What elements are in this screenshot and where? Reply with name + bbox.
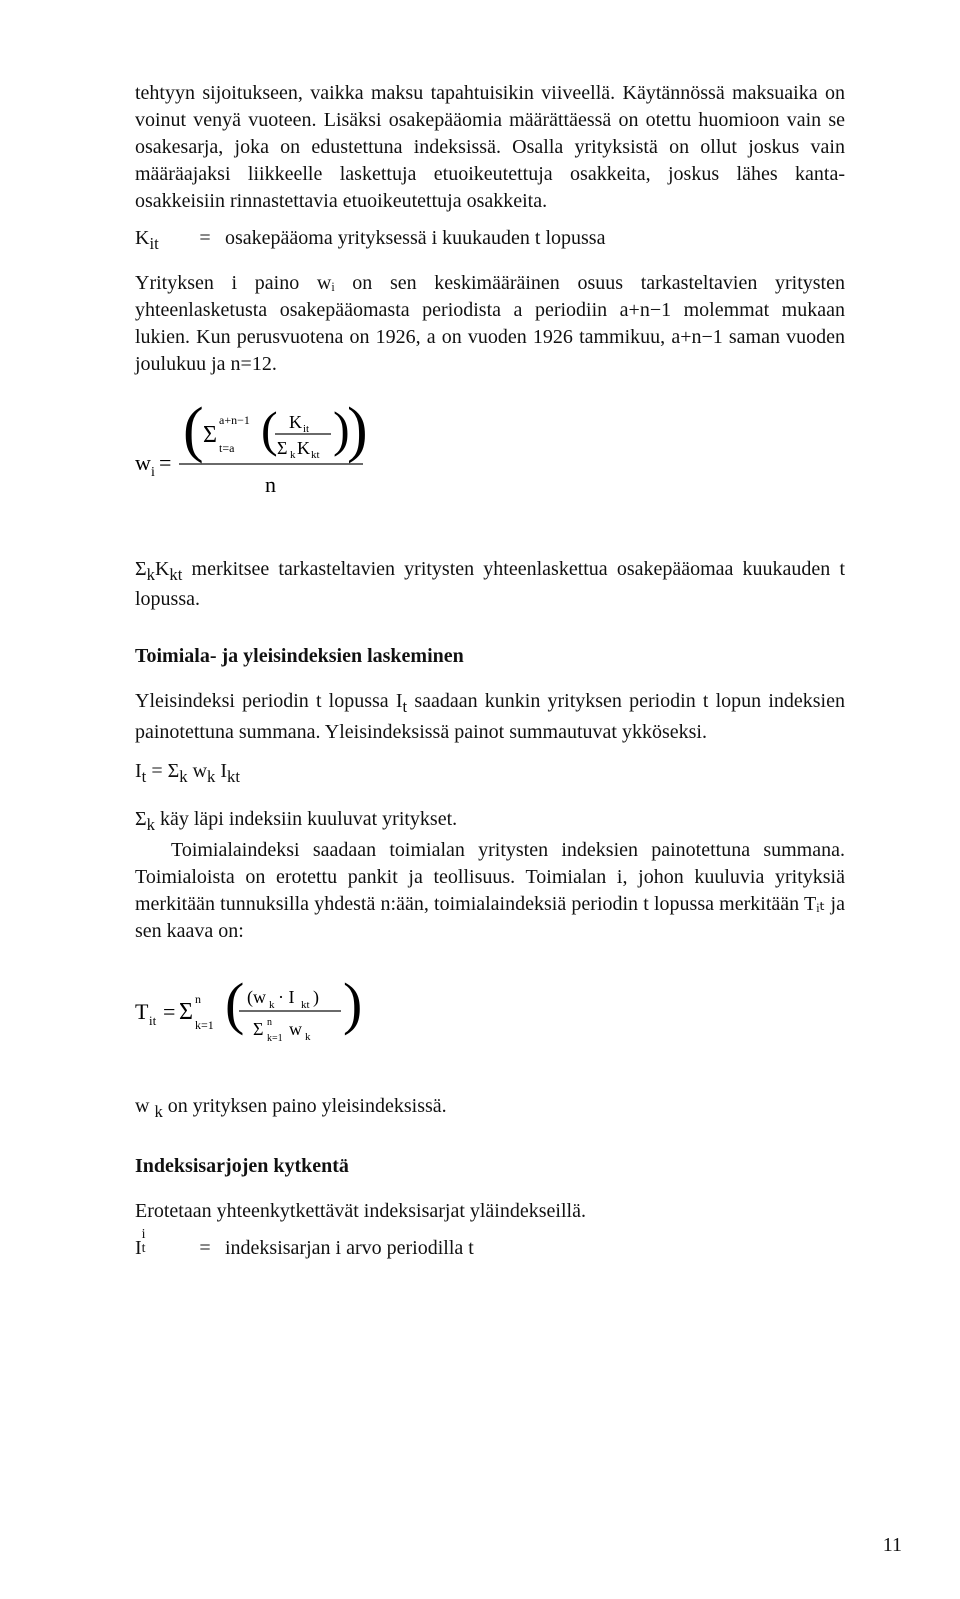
definition-kit: Kit = osakepääoma yrityksessä i kuukaude…: [135, 225, 845, 256]
kit-symbol: Kit: [135, 225, 185, 256]
paragraph-3: ΣkKkt merkitsee tarkasteltavien yrityste…: [135, 556, 845, 614]
sigma-k-kkt: ΣkKkt: [135, 558, 182, 580]
svg-text:k=1: k=1: [267, 1033, 283, 1044]
definition-ii: Iit = indeksisarjan i arvo periodilla t: [135, 1235, 845, 1262]
ii-symbol: Iit: [135, 1235, 185, 1262]
page-number: 11: [883, 1532, 902, 1559]
paragraph-6: w k on yrityksen paino yleisindeksissä.: [135, 1093, 845, 1124]
svg-text:i: i: [151, 465, 155, 480]
svg-text:· I: · I: [278, 987, 295, 1007]
svg-text:Σ: Σ: [203, 422, 217, 448]
paragraph-3-tail: merkitsee tarkasteltavien yritysten yhte…: [135, 558, 845, 611]
svg-text:t=a: t=a: [219, 441, 235, 455]
svg-text:(: (: [261, 401, 278, 457]
svg-text:w: w: [289, 1019, 302, 1039]
formula-it: It = Σk wk Ikt: [135, 758, 845, 789]
svg-text:K: K: [289, 412, 302, 432]
formula-wi: w i = n ( ) Σ a+n−1 t=a ( ) K it Σ k K k…: [135, 400, 845, 528]
svg-text:): ): [347, 396, 368, 464]
svg-text:n: n: [267, 1017, 272, 1028]
svg-text:k: k: [269, 999, 275, 1011]
paragraph-1: tehtyyn sijoitukseen, vaikka maksu tapah…: [135, 80, 845, 215]
svg-text:=: =: [159, 450, 171, 475]
formula-tit: T it = Σ n k=1 ( ) (w k · I kt ) Σ n k=1…: [135, 967, 845, 1065]
svg-text:(: (: [183, 396, 204, 464]
svg-text:): ): [333, 401, 350, 457]
svg-text:K: K: [297, 438, 310, 458]
kit-definition-text: osakepääoma yrityksessä i kuukauden t lo…: [225, 227, 605, 249]
paragraph-7: Erotetaan yhteenkytkettävät indeksisarja…: [135, 1198, 845, 1225]
svg-text:k=1: k=1: [195, 1018, 214, 1032]
svg-text:(w: (w: [247, 987, 266, 1008]
svg-text:Σ: Σ: [179, 999, 193, 1025]
svg-text:Σ: Σ: [253, 1019, 263, 1039]
svg-text:(: (: [225, 971, 244, 1036]
paragraph-5a: Σk käy läpi indeksiin kuuluvat yritykset…: [135, 806, 845, 837]
paragraph-2: Yrityksen i paino wᵢ on sen keskimääräin…: [135, 270, 845, 378]
paragraph-4: Yleisindeksi periodin t lopussa It saada…: [135, 688, 845, 746]
paragraph-5b: Toimialaindeksi saadaan toimialan yritys…: [135, 837, 845, 945]
svg-text:k: k: [305, 1031, 311, 1043]
svg-text:Σ: Σ: [277, 438, 287, 458]
svg-text:): ): [343, 971, 362, 1036]
svg-text:=: =: [163, 999, 175, 1024]
ii-definition-text: indeksisarjan i arvo periodilla t: [225, 1237, 474, 1259]
svg-text:a+n−1: a+n−1: [219, 413, 250, 427]
svg-text:n: n: [265, 472, 276, 497]
svg-text:n: n: [195, 992, 201, 1006]
formula-tit-svg: T it = Σ n k=1 ( ) (w k · I kt ) Σ n k=1…: [135, 967, 395, 1057]
equals-sign: =: [190, 225, 220, 252]
svg-text:it: it: [149, 1013, 157, 1028]
formula-wi-svg: w i = n ( ) Σ a+n−1 t=a ( ) K it Σ k K k…: [135, 400, 395, 520]
svg-text:): ): [313, 987, 319, 1008]
svg-text:T: T: [135, 999, 149, 1024]
svg-text:it: it: [303, 423, 309, 435]
svg-text:k: k: [290, 449, 296, 461]
equals-sign-2: =: [190, 1235, 220, 1262]
heading-kytkenta: Indeksisarjojen kytkentä: [135, 1153, 845, 1180]
page: tehtyyn sijoitukseen, vaikka maksu tapah…: [0, 0, 960, 1599]
svg-text:kt: kt: [311, 449, 320, 461]
svg-text:kt: kt: [301, 999, 310, 1011]
heading-toimiala: Toimiala- ja yleisindeksien laskeminen: [135, 643, 845, 670]
svg-text:w: w: [135, 450, 151, 475]
